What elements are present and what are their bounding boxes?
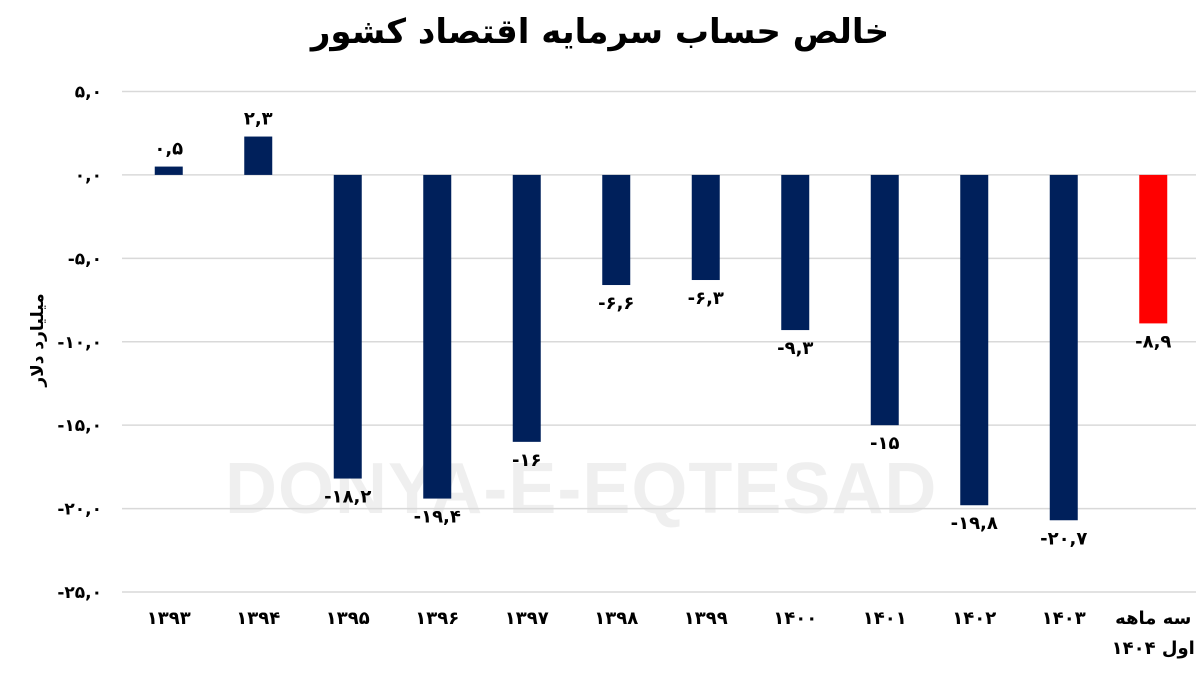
data-label: -۸,۹ xyxy=(1135,331,1171,352)
y-tick-label: ۰,۰ xyxy=(75,166,102,186)
chart-title: خالص حساب سرمایه اقتصاد کشور xyxy=(310,12,890,52)
x-tick-label: ۱۴۰۱ xyxy=(863,608,907,629)
x-tick-label: سه ماهه xyxy=(1115,608,1191,629)
data-label: -۱۹,۸ xyxy=(951,513,998,534)
x-tick-label: ۱۳۹۳ xyxy=(147,608,191,629)
data-label: ۰,۵ xyxy=(154,139,183,160)
x-tick-label: ۱۳۹۷ xyxy=(505,608,549,629)
data-label: -۶,۶ xyxy=(598,293,634,314)
y-tick-label: -۲۵,۰ xyxy=(57,583,102,603)
x-tick-label: ۱۳۹۴ xyxy=(236,608,280,629)
data-label: -۱۵ xyxy=(870,433,899,454)
x-tick-label: ۱۴۰۳ xyxy=(1042,608,1086,629)
y-tick-label: -۱۵,۰ xyxy=(57,416,102,436)
bar xyxy=(1139,174,1168,324)
bar xyxy=(1049,174,1078,521)
bar xyxy=(960,174,989,506)
data-label: -۶,۳ xyxy=(688,288,724,309)
bar xyxy=(691,174,720,281)
bar xyxy=(154,166,183,175)
y-tick-label: -۵,۰ xyxy=(68,249,102,269)
bar xyxy=(333,174,362,479)
bar xyxy=(781,174,810,331)
bar xyxy=(512,174,541,442)
bar xyxy=(602,174,631,286)
bar xyxy=(870,174,899,426)
x-tick-label: ۱۳۹۸ xyxy=(594,608,638,629)
y-tick-label: -۱۰,۰ xyxy=(57,333,102,353)
bar xyxy=(244,136,273,175)
y-tick-label: -۲۰,۰ xyxy=(57,500,102,520)
data-label: -۱۹,۴ xyxy=(414,507,461,528)
x-tick-label: ۱۳۹۵ xyxy=(326,608,370,629)
bar xyxy=(423,174,452,499)
x-tick-label: ۱۴۰۲ xyxy=(952,608,996,629)
data-label: -۱۶ xyxy=(512,450,541,471)
data-label: -۱۸,۲ xyxy=(324,487,371,508)
x-tick-label: اول ۱۴۰۴ xyxy=(1112,638,1195,659)
data-label: ۲,۳ xyxy=(244,109,273,130)
x-tick-label: ۱۳۹۹ xyxy=(684,608,728,629)
y-tick-label: ۵,۰ xyxy=(75,83,102,103)
data-label: -۹,۳ xyxy=(777,338,813,359)
x-tick-label: ۱۳۹۶ xyxy=(415,608,459,629)
data-label: -۲۰,۷ xyxy=(1040,528,1087,549)
x-tick-label: ۱۴۰۰ xyxy=(773,608,817,629)
